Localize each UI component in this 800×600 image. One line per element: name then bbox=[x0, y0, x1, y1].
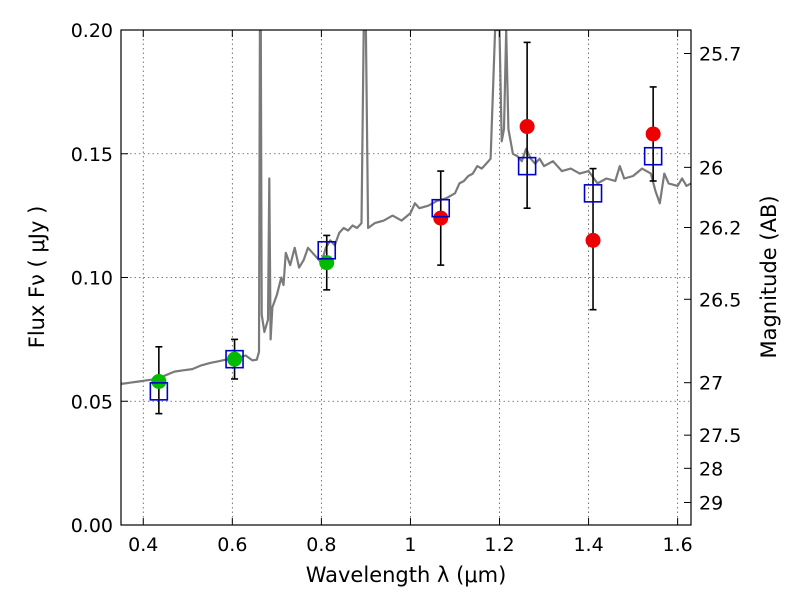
model-point-square bbox=[149, 382, 169, 401]
y-tick-label: 0.20 bbox=[71, 20, 113, 42]
model-point-square bbox=[583, 184, 603, 203]
right-tick-label: 26.2 bbox=[699, 218, 741, 240]
right-tick-label: 27 bbox=[699, 373, 723, 395]
x-tick-label: 0.6 bbox=[217, 534, 247, 556]
model-point-square bbox=[643, 146, 663, 166]
x-tick-label: 0.8 bbox=[306, 534, 336, 556]
y-axis-label: Flux Fν ( μJy ) bbox=[25, 206, 49, 349]
y-tick-label: 0.10 bbox=[71, 268, 113, 290]
model-points bbox=[149, 146, 663, 401]
right-tick-label: 25.7 bbox=[699, 44, 741, 66]
model-point-square bbox=[225, 349, 244, 369]
observed-point-green bbox=[151, 373, 167, 389]
x-tick-label: 1.6 bbox=[663, 534, 693, 556]
observed-point-green bbox=[227, 351, 243, 367]
observed-point-red bbox=[519, 119, 535, 135]
model-point-square bbox=[517, 156, 537, 176]
x-axis-label: Wavelength λ (μm) bbox=[306, 563, 507, 587]
observed-point-red bbox=[585, 232, 601, 248]
model-point-square bbox=[317, 240, 337, 260]
model-point-square bbox=[431, 198, 451, 218]
y-tick-label: 0.15 bbox=[71, 144, 113, 166]
ticks: 0.4 0.6 0.8 1 1.2 1.4 1.6 0.00 0.05 0.10 0.15 0.20 2… bbox=[71, 20, 742, 556]
right-axis-label: Magnitude (AB) bbox=[757, 195, 781, 358]
observed-point-red bbox=[645, 126, 661, 142]
x-tick-label: 1.2 bbox=[484, 534, 514, 556]
right-tick-label: 28 bbox=[699, 458, 723, 480]
observed-points bbox=[151, 119, 661, 389]
spectrum-layer bbox=[121, 30, 691, 385]
y-tick-label: 0.00 bbox=[71, 515, 113, 537]
right-tick-label: 27.5 bbox=[699, 425, 741, 447]
y-tick-label: 0.05 bbox=[71, 391, 113, 413]
x-tick-label: 1.4 bbox=[573, 534, 603, 556]
right-tick-label: 29 bbox=[699, 492, 723, 514]
observed-point-red bbox=[433, 210, 449, 226]
right-tick-label: 26 bbox=[699, 157, 723, 179]
x-tick-label: 1 bbox=[404, 534, 416, 556]
model-spectrum-line bbox=[121, 30, 691, 385]
x-tick-label: 0.4 bbox=[128, 534, 158, 556]
observed-point-green bbox=[319, 255, 335, 271]
right-tick-label: 26.5 bbox=[699, 289, 741, 311]
